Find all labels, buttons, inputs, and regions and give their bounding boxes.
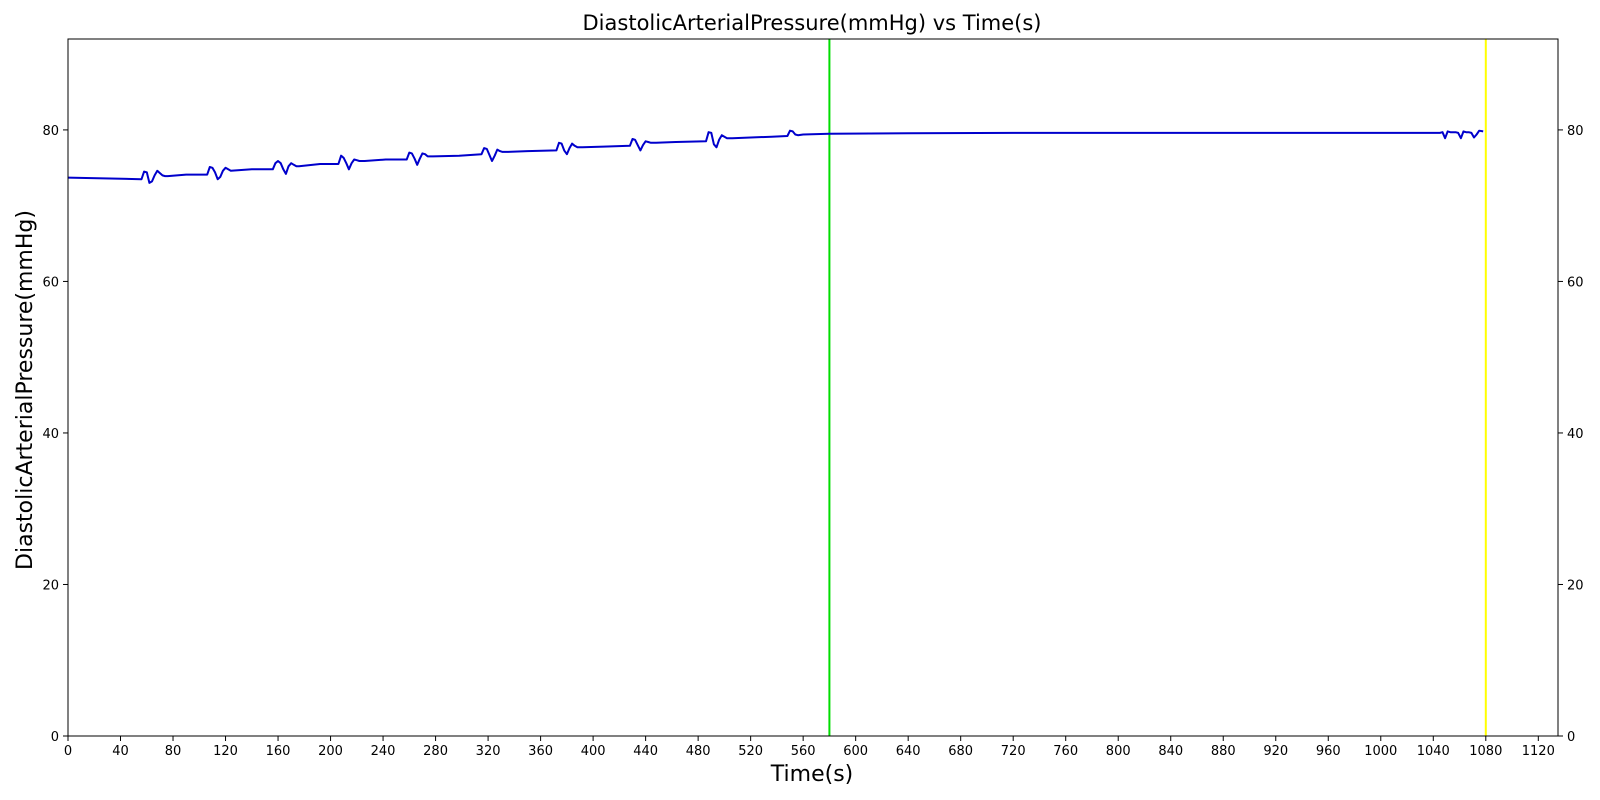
x-tick-label: 280 bbox=[423, 744, 448, 759]
x-tick-label: 640 bbox=[896, 744, 921, 759]
series-group bbox=[67, 129, 1484, 184]
y-tick-label: 40 bbox=[42, 427, 59, 442]
x-tick-label: 680 bbox=[948, 744, 973, 759]
y-axis-title: DiastolicArterialPressure(mmHg) bbox=[13, 210, 38, 570]
y-tick-label: 80 bbox=[42, 124, 59, 139]
x-tick-label: 80 bbox=[165, 744, 182, 759]
x-tick-label: 480 bbox=[686, 744, 711, 759]
chart-title: DiastolicArterialPressure(mmHg) vs Time(… bbox=[583, 11, 1042, 35]
x-tick-label: 120 bbox=[213, 744, 238, 759]
plot-frame bbox=[67, 38, 1559, 737]
x-tick-label: 0 bbox=[64, 744, 72, 759]
x-tick-label: 600 bbox=[843, 744, 868, 759]
right-y-tick-label: 40 bbox=[1567, 427, 1584, 442]
x-tick-label: 440 bbox=[633, 744, 658, 759]
right-y-tick-label: 80 bbox=[1567, 124, 1584, 139]
right-y-tick-label: 60 bbox=[1567, 275, 1584, 290]
y-axis-left: 0 20 40 60 80 bbox=[42, 124, 68, 745]
right-y-tick-label: 20 bbox=[1567, 578, 1584, 593]
x-tick-label: 880 bbox=[1211, 744, 1236, 759]
x-tick-label: 160 bbox=[266, 744, 291, 759]
x-tick-label: 760 bbox=[1053, 744, 1078, 759]
reference-lines bbox=[828, 39, 1487, 736]
x-tick-label: 1120 bbox=[1522, 744, 1555, 759]
x-tick-label: 720 bbox=[1001, 744, 1026, 759]
x-tick-label: 1080 bbox=[1469, 744, 1502, 759]
y-axis-right: 0 20 40 60 80 bbox=[1558, 124, 1584, 745]
x-tick-label: 520 bbox=[738, 744, 763, 759]
y-tick-label: 0 bbox=[51, 730, 59, 745]
x-tick-label: 240 bbox=[371, 744, 396, 759]
x-tick-label: 840 bbox=[1158, 744, 1183, 759]
x-tick-label: 1040 bbox=[1417, 744, 1450, 759]
x-axis: 0 40 80 120 160 200 240 280 320 360 400 440 480 520 56… bbox=[64, 736, 1555, 759]
y-tick-label: 60 bbox=[42, 275, 59, 290]
series-line bbox=[67, 129, 1484, 184]
x-tick-label: 360 bbox=[528, 744, 553, 759]
x-axis-title: Time(s) bbox=[770, 762, 853, 787]
y-tick-label: 20 bbox=[42, 578, 59, 593]
x-tick-label: 320 bbox=[476, 744, 501, 759]
x-tick-label: 560 bbox=[791, 744, 816, 759]
x-tick-label: 1000 bbox=[1364, 744, 1397, 759]
x-tick-label: 920 bbox=[1263, 744, 1288, 759]
x-tick-label: 200 bbox=[318, 744, 343, 759]
right-y-tick-label: 0 bbox=[1567, 730, 1575, 745]
x-tick-label: 400 bbox=[581, 744, 606, 759]
x-tick-label: 800 bbox=[1106, 744, 1131, 759]
x-tick-label: 960 bbox=[1316, 744, 1341, 759]
x-tick-label: 40 bbox=[112, 744, 129, 759]
